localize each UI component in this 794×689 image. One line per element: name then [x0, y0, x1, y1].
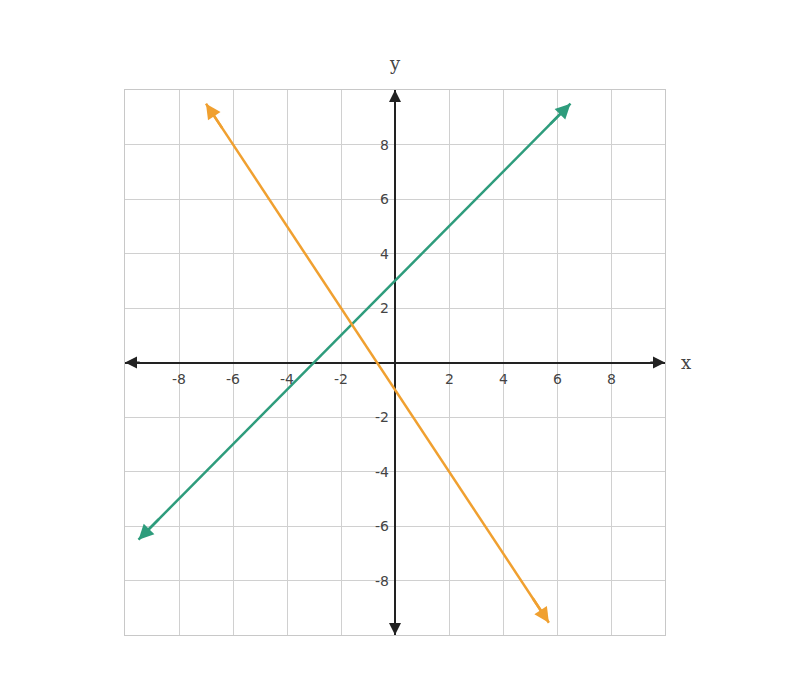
svg-text:6: 6 — [553, 371, 562, 387]
svg-text:2: 2 — [380, 300, 389, 316]
svg-text:8: 8 — [607, 371, 616, 387]
svg-text:6: 6 — [380, 191, 389, 207]
svg-text:-4: -4 — [280, 371, 294, 387]
svg-text:-6: -6 — [226, 371, 240, 387]
svg-text:4: 4 — [380, 246, 389, 262]
svg-text:4: 4 — [499, 371, 508, 387]
svg-text:-8: -8 — [172, 371, 186, 387]
svg-text:y: y — [389, 53, 401, 74]
svg-text:2: 2 — [445, 371, 454, 387]
svg-text:-6: -6 — [375, 518, 389, 534]
svg-text:-2: -2 — [334, 371, 348, 387]
svg-text:-8: -8 — [375, 573, 389, 589]
svg-text:-2: -2 — [375, 409, 389, 425]
svg-text:x: x — [681, 352, 691, 373]
svg-text:8: 8 — [380, 137, 389, 153]
svg-text:-4: -4 — [375, 464, 389, 480]
